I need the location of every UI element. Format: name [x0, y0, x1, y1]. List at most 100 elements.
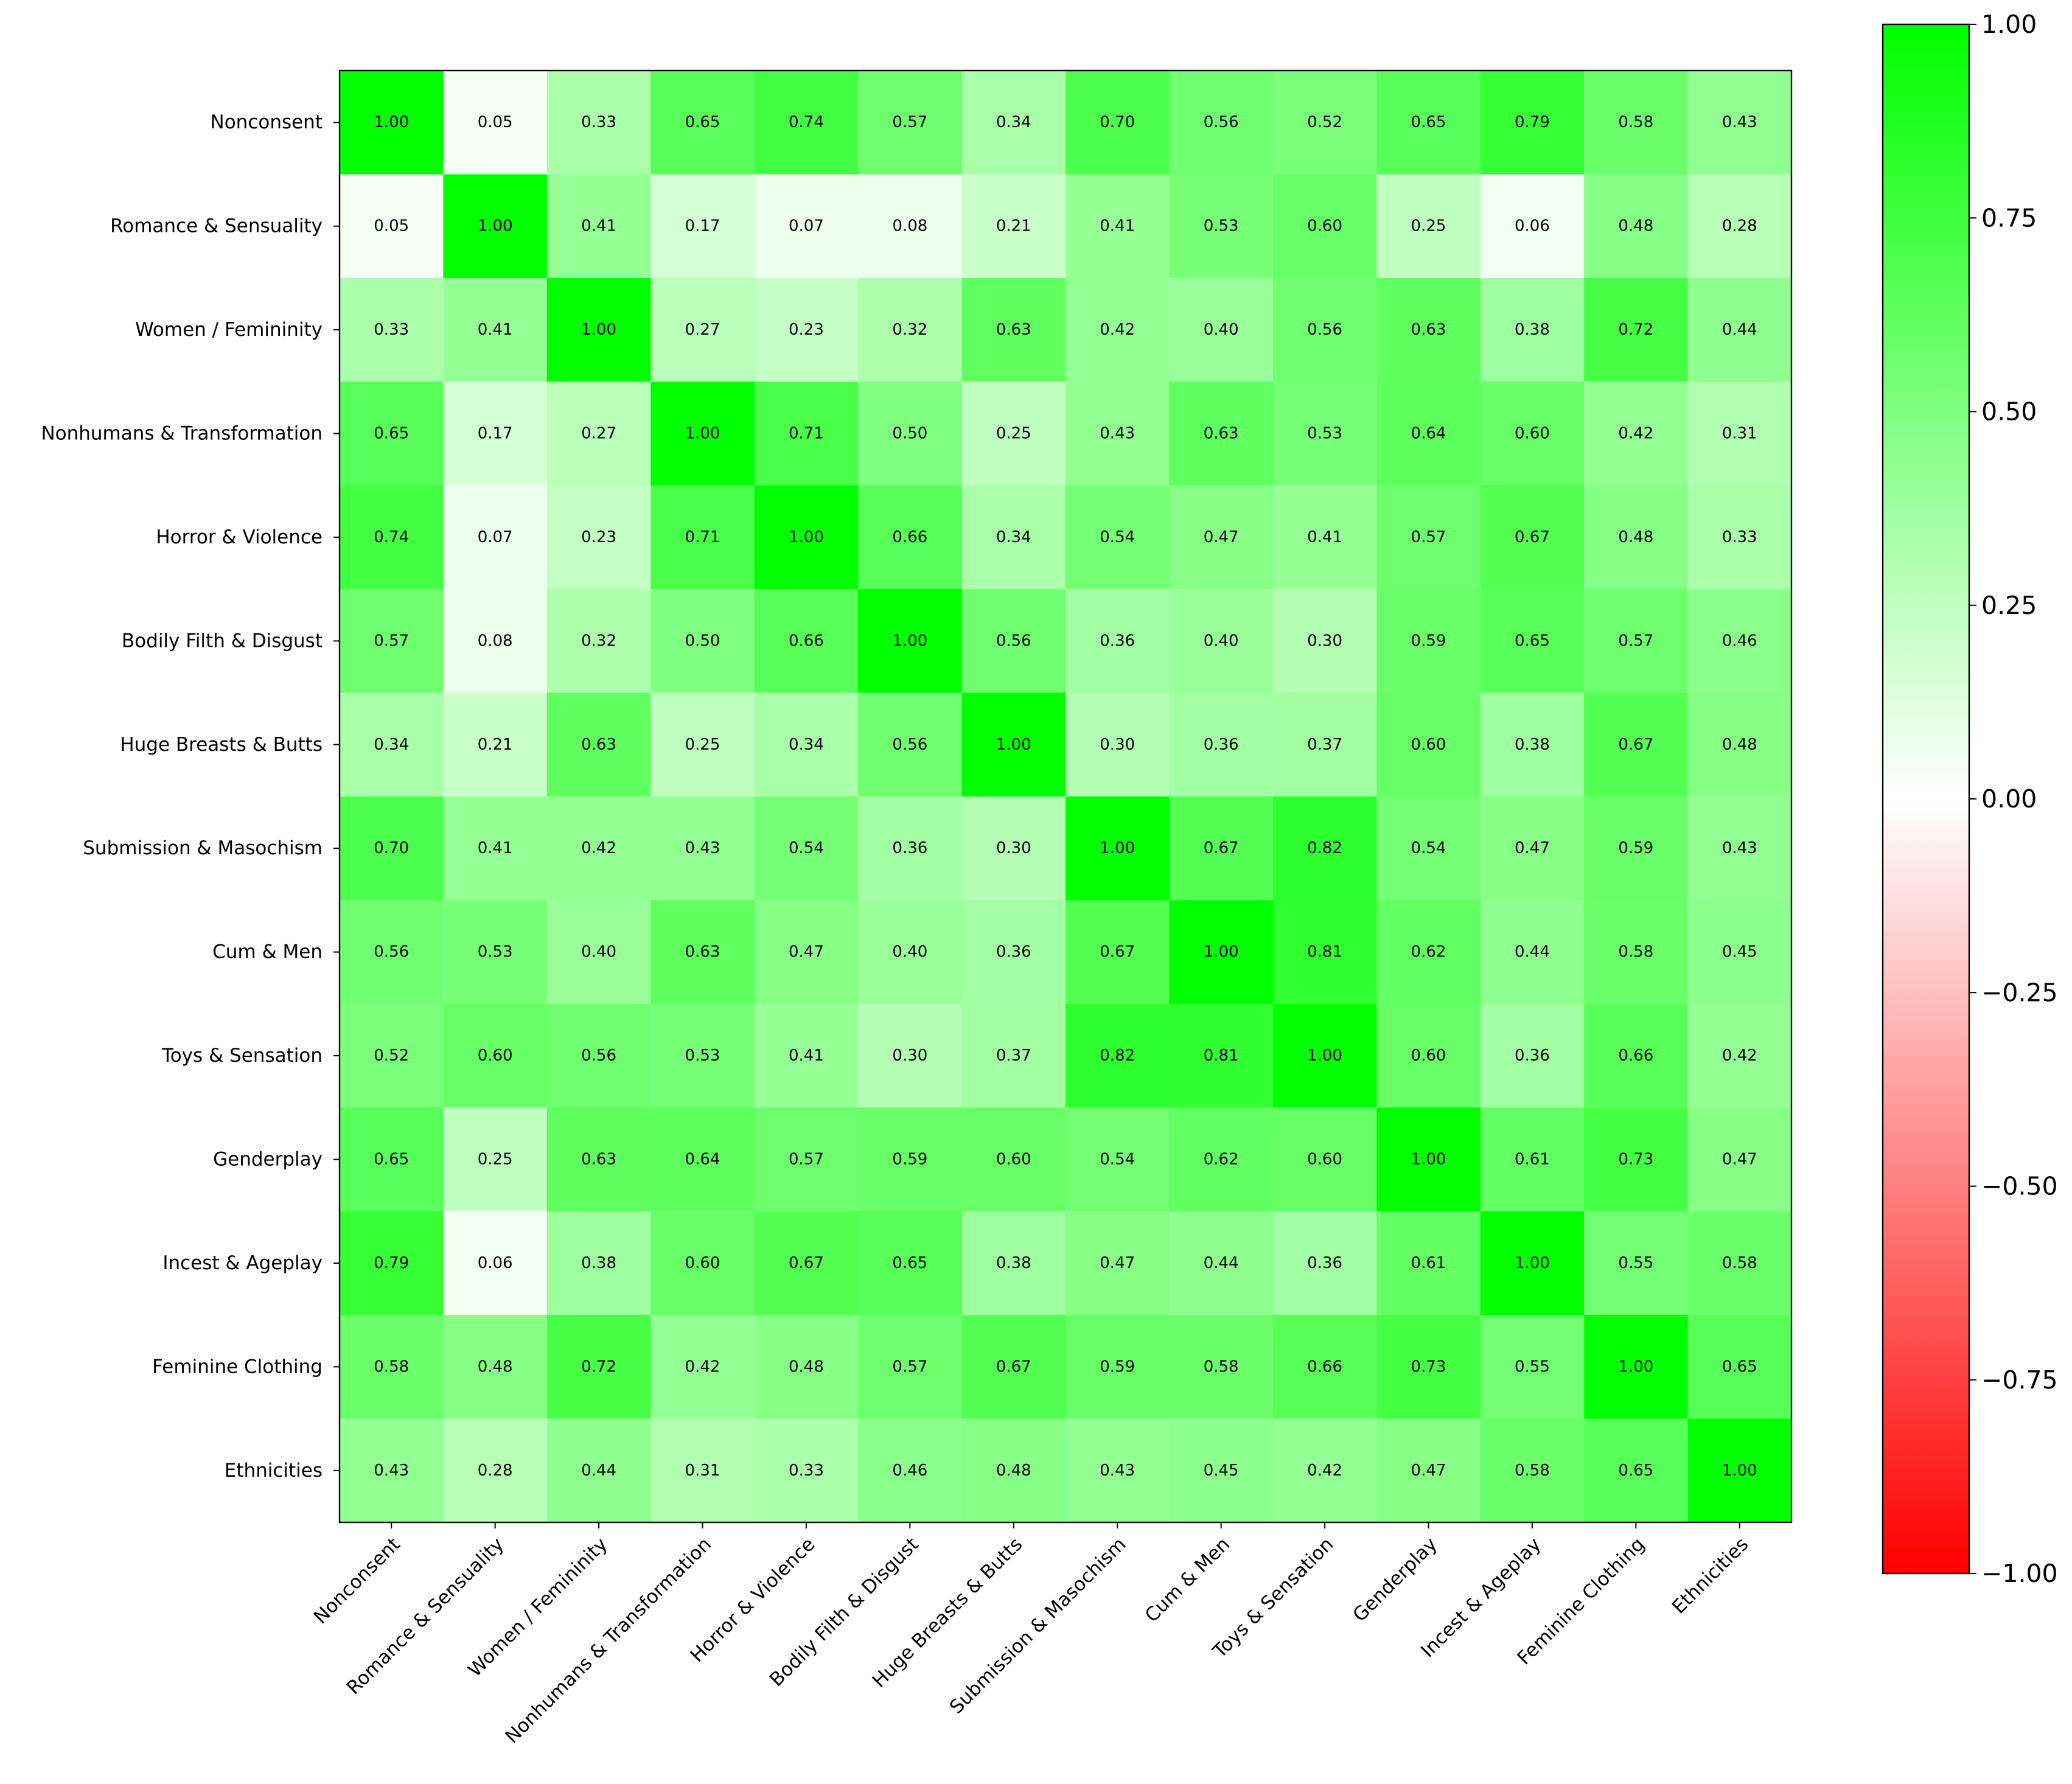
- cell-value-label: 0.41: [1307, 528, 1342, 546]
- heatmap-cell: [1687, 692, 1792, 797]
- y-tick-label: Incest & Ageplay: [162, 1252, 323, 1274]
- cell-value-label: 0.70: [1100, 113, 1135, 131]
- cell-value-label: 0.70: [374, 839, 409, 857]
- cell-value-label: 0.42: [685, 1357, 720, 1376]
- cell-value-label: 0.25: [996, 425, 1031, 443]
- cell-value-label: 0.60: [996, 1151, 1031, 1169]
- cell-value-label: 0.08: [892, 217, 927, 235]
- cell-value-label: 0.42: [581, 839, 616, 857]
- cell-value-label: 0.53: [478, 943, 513, 961]
- heatmap-cell: [1066, 1418, 1170, 1523]
- cell-value-label: 0.54: [789, 839, 824, 857]
- cell-value-label: 0.82: [1307, 839, 1342, 857]
- heatmap-cell: [651, 277, 755, 382]
- cell-value-label: 0.60: [1307, 217, 1342, 235]
- cell-value-label: 0.54: [1411, 839, 1446, 857]
- y-tick-label: Huge Breasts & Butts: [120, 734, 323, 756]
- heatmap-cell: [651, 174, 755, 279]
- heatmap-cell: [651, 589, 755, 694]
- heatmap-cell: [443, 277, 548, 382]
- heatmap-cell: [1584, 1418, 1689, 1523]
- heatmap-cell: [1687, 1003, 1792, 1108]
- heatmap-cell: [754, 692, 859, 797]
- heatmap-cell: [546, 589, 651, 694]
- heatmap-cell: [651, 382, 755, 486]
- heatmap-cell: [1584, 382, 1689, 486]
- heatmap-cell: [651, 1107, 755, 1212]
- heatmap-cell: [1066, 485, 1170, 590]
- heatmap-cell: [1376, 589, 1481, 694]
- heatmap-cell: [754, 900, 859, 1005]
- cell-value-label: 0.50: [685, 632, 720, 650]
- heatmap-cell: [1169, 71, 1274, 175]
- heatmap-cell: [1272, 692, 1377, 797]
- heatmap-cell: [546, 174, 651, 279]
- cell-value-label: 0.41: [478, 321, 513, 339]
- heatmap-cell: [1480, 71, 1585, 175]
- cell-value-label: 0.55: [1515, 1357, 1550, 1376]
- heatmap-cell: [1272, 485, 1377, 590]
- heatmap-cell: [443, 1003, 548, 1108]
- cell-value-label: 0.65: [892, 1254, 927, 1272]
- heatmap-cell: [858, 1003, 963, 1108]
- heatmap-cell: [858, 71, 963, 175]
- heatmap-cell: [1169, 796, 1274, 901]
- cell-value-label: 0.59: [1100, 1357, 1135, 1376]
- heatmap-cell: [340, 900, 444, 1005]
- y-axis: Nonconsent Romance & Sensuality Women / Fe…: [41, 111, 340, 1482]
- heatmap-cell: [1376, 1418, 1481, 1523]
- cell-value-label: 1.00: [1618, 1357, 1653, 1376]
- cell-value-label: 0.08: [478, 632, 513, 650]
- cell-value-label: 0.65: [1411, 113, 1446, 131]
- cell-value-label: 0.73: [1618, 1151, 1653, 1169]
- cell-value-label: 0.59: [1618, 839, 1653, 857]
- cell-value-label: 0.52: [1307, 113, 1342, 131]
- heatmap-cell: [443, 1107, 548, 1212]
- cell-value-label: 0.47: [1100, 1254, 1135, 1272]
- heatmap-cell: [1272, 1315, 1377, 1420]
- heatmap-cell: [1480, 174, 1585, 279]
- cell-value-label: 0.47: [1515, 839, 1550, 857]
- cell-value-label: 0.60: [478, 1047, 513, 1065]
- heatmap-cell: [340, 277, 444, 382]
- cell-value-label: 0.65: [685, 113, 720, 131]
- x-tick-label: Genderplay: [1348, 1533, 1442, 1626]
- cell-value-label: 1.00: [1515, 1254, 1550, 1272]
- cell-value-label: 0.56: [374, 943, 409, 961]
- heatmap-cell: [1272, 382, 1377, 486]
- heatmap-cell: [1687, 1211, 1792, 1315]
- cell-value-label: 0.41: [581, 217, 616, 235]
- heatmap-cell: [754, 589, 859, 694]
- cell-value-label: 0.44: [1515, 943, 1550, 961]
- cell-value-label: 0.61: [1411, 1254, 1446, 1272]
- heatmap-cell: [340, 485, 444, 590]
- heatmap-cell: [754, 174, 859, 279]
- heatmap-cell: [443, 382, 548, 486]
- cell-value-label: 1.00: [581, 321, 616, 339]
- heatmap-cell: [1584, 485, 1689, 590]
- cell-value-label: 0.30: [1307, 632, 1342, 650]
- heatmap-cell: [1480, 1003, 1585, 1108]
- heatmap-cell: [1272, 71, 1377, 175]
- cell-value-label: 0.36: [996, 943, 1031, 961]
- cell-value-label: 0.72: [1618, 321, 1653, 339]
- heatmap-cell: [340, 174, 444, 279]
- cell-value-label: 0.36: [1204, 736, 1239, 754]
- heatmap-cell: [443, 692, 548, 797]
- y-tick-label: Horror & Violence: [156, 526, 323, 548]
- heatmap-cell: [1376, 485, 1481, 590]
- cell-value-label: 0.66: [1307, 1357, 1342, 1376]
- cell-value-label: 0.63: [581, 1151, 616, 1169]
- cell-value-label: 0.48: [789, 1357, 824, 1376]
- cell-value-label: 0.58: [1618, 943, 1653, 961]
- colorbar-tick-label: −1.00: [1981, 1559, 2058, 1588]
- cell-value-label: 0.54: [1100, 1151, 1135, 1169]
- heatmap-cell: [1169, 900, 1274, 1005]
- heatmap-cell: [1066, 382, 1170, 486]
- cell-value-label: 0.37: [996, 1047, 1031, 1065]
- heatmap-cell: [961, 1315, 1066, 1420]
- cell-value-label: 0.66: [1618, 1047, 1653, 1065]
- heatmap-cell: [1584, 1107, 1689, 1212]
- cell-value-label: 0.53: [1307, 425, 1342, 443]
- cell-value-label: 0.23: [789, 321, 824, 339]
